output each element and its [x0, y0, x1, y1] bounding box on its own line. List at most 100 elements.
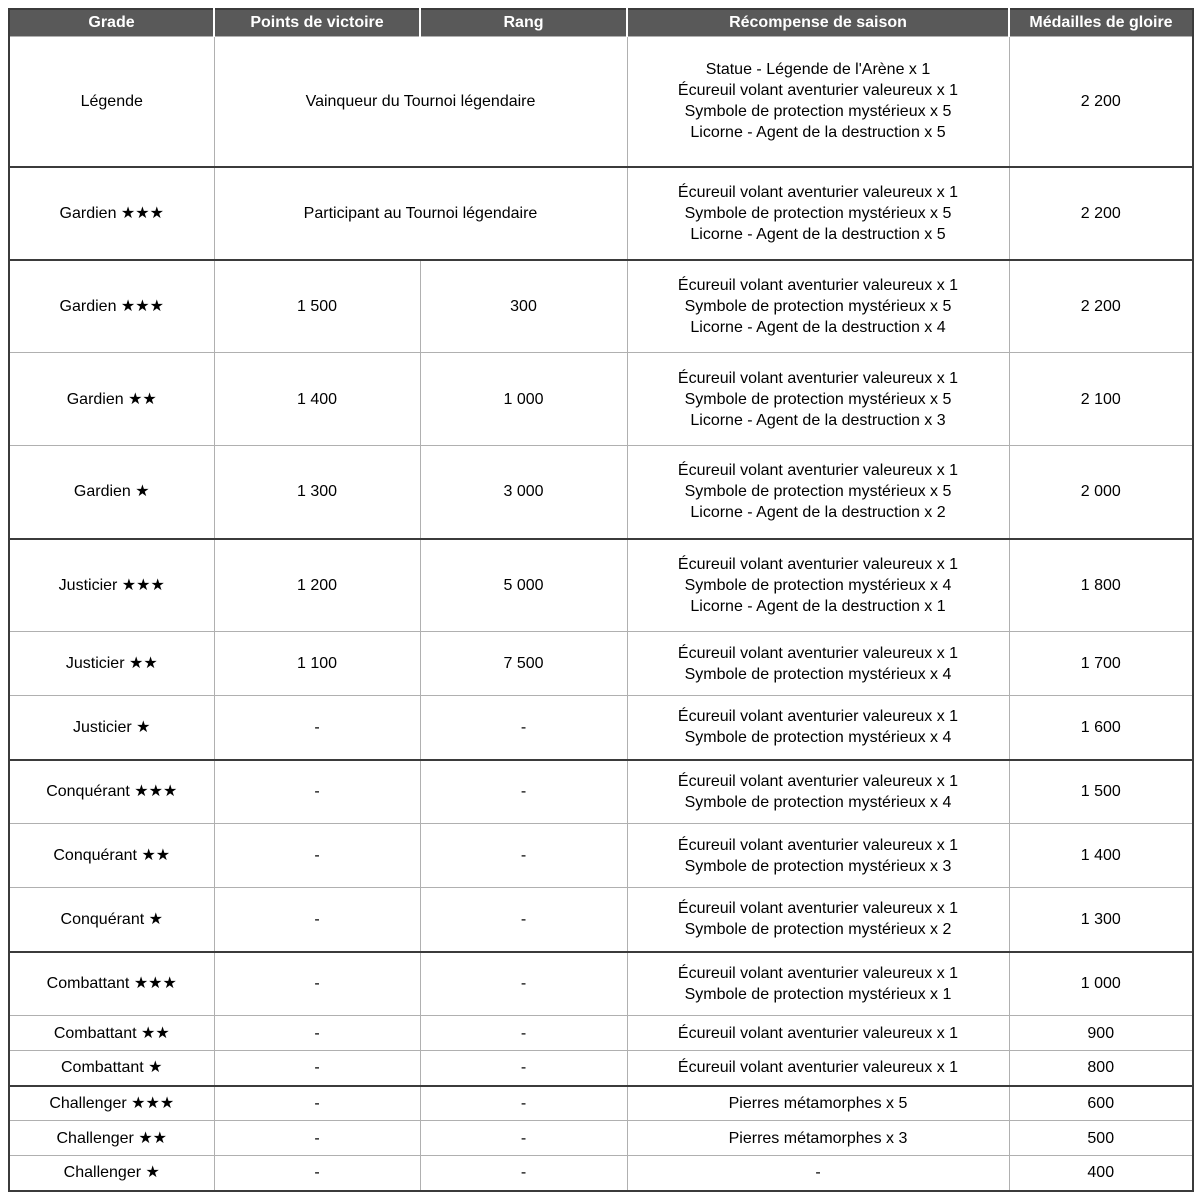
table-row: Combattant ★★★ - - Écureuil volant avent… [8, 951, 1194, 1016]
medals-cell: 1 700 [1008, 631, 1194, 696]
reward-line: Écureuil volant aventurier valeureux x 1 [677, 555, 959, 573]
points-cell: - [213, 1050, 421, 1087]
reward-cell: Pierres métamorphes x 5 [626, 1085, 1010, 1121]
reward-line: Licorne - Agent de la destruction x 1 [690, 597, 946, 615]
reward-cell: Écureuil volant aventurier valeureux x 1… [626, 695, 1010, 761]
table-row: Gardien ★ 1 300 3 000 Écureuil volant av… [8, 445, 1194, 540]
points-cell: - [213, 1085, 421, 1121]
reward-line: Symbole de protection mystérieux x 2 [684, 921, 952, 939]
reward-line: Symbole de protection mystérieux x 5 [684, 390, 952, 408]
reward-line: Symbole de protection mystérieux x 4 [684, 793, 952, 811]
reward-line: Symbole de protection mystérieux x 4 [684, 729, 952, 747]
rang-cell: 1 000 [419, 352, 628, 446]
reward-line: Écureuil volant aventurier valeureux x 1 [677, 82, 959, 100]
grade-cell: Justicier ★★ [8, 631, 215, 696]
reward-line: Symbole de protection mystérieux x 5 [684, 103, 952, 121]
grade-cell: Conquérant ★ [8, 887, 215, 953]
grade-cell: Challenger ★★★ [8, 1085, 215, 1121]
rang-cell: - [419, 823, 628, 888]
points-cell: 1 100 [213, 631, 421, 696]
points-cell: - [213, 759, 421, 824]
rang-cell: - [419, 887, 628, 953]
medals-cell: 1 300 [1008, 887, 1194, 953]
reward-line: Écureuil volant aventurier valeureux x 1 [677, 708, 959, 726]
table-row: Justicier ★ - - Écureuil volant aventuri… [8, 695, 1194, 761]
col-header-grade: Grade [9, 9, 215, 37]
medals-cell: 2 000 [1008, 445, 1194, 540]
grade-cell: Conquérant ★★★ [8, 759, 215, 824]
medals-cell: 500 [1008, 1120, 1194, 1156]
points-cell: - [213, 951, 421, 1016]
medals-cell: 2 100 [1008, 352, 1194, 446]
reward-cell: - [626, 1155, 1010, 1192]
reward-cell: Écureuil volant aventurier valeureux x 1 [626, 1015, 1010, 1051]
reward-line: Licorne - Agent de la destruction x 2 [690, 504, 946, 522]
grade-cell: Conquérant ★★ [8, 823, 215, 888]
table-row: Conquérant ★★★ - - Écureuil volant avent… [8, 759, 1194, 824]
medals-cell: 900 [1008, 1015, 1194, 1051]
table-row: Gardien ★★★ Participant au Tournoi légen… [8, 166, 1194, 261]
reward-line: Écureuil volant aventurier valeureux x 1 [677, 276, 959, 294]
reward-line: Licorne - Agent de la destruction x 5 [690, 225, 946, 243]
medals-cell: 1 000 [1008, 951, 1194, 1016]
col-header-recompense: Récompense de saison [626, 9, 1010, 37]
reward-cell: Écureuil volant aventurier valeureux x 1… [626, 887, 1010, 953]
rang-cell: - [419, 1120, 628, 1156]
reward-cell: Écureuil volant aventurier valeureux x 1… [626, 445, 1010, 540]
reward-line: Symbole de protection mystérieux x 5 [684, 297, 952, 315]
reward-cell: Écureuil volant aventurier valeureux x 1… [626, 538, 1010, 632]
reward-line: Symbole de protection mystérieux x 3 [684, 857, 952, 875]
points-cell: Vainqueur du Tournoi légendaire [213, 36, 628, 168]
medals-cell: 1 800 [1008, 538, 1194, 632]
grade-cell: Combattant ★ [8, 1050, 215, 1087]
reward-line: Symbole de protection mystérieux x 1 [684, 985, 952, 1003]
points-cell: - [213, 1120, 421, 1156]
medals-cell: 1 500 [1008, 759, 1194, 824]
reward-line: Pierres métamorphes x 5 [728, 1094, 908, 1112]
season-rewards-table: Grade Points de victoire Rang Récompense… [8, 8, 1194, 1192]
medals-cell: 800 [1008, 1050, 1194, 1087]
rang-cell: - [419, 759, 628, 824]
medals-cell: 2 200 [1008, 259, 1194, 353]
reward-cell: Écureuil volant aventurier valeureux x 1… [626, 951, 1010, 1016]
reward-line: Écureuil volant aventurier valeureux x 1 [677, 369, 959, 387]
reward-line: Symbole de protection mystérieux x 5 [684, 204, 952, 222]
table-row: Combattant ★ - - Écureuil volant aventur… [8, 1050, 1194, 1087]
points-cell: - [213, 887, 421, 953]
grade-cell: Challenger ★ [8, 1155, 215, 1192]
grade-cell: Légende [8, 36, 215, 168]
points-cell: 1 400 [213, 352, 421, 446]
table-row: Légende Vainqueur du Tournoi légendaire … [8, 36, 1194, 168]
rang-cell: - [419, 1050, 628, 1087]
reward-line: Symbole de protection mystérieux x 5 [684, 483, 952, 501]
medals-cell: 2 200 [1008, 36, 1194, 168]
rang-cell: - [419, 951, 628, 1016]
reward-line: Symbole de protection mystérieux x 4 [684, 576, 952, 594]
points-cell: - [213, 1155, 421, 1192]
rang-cell: 7 500 [419, 631, 628, 696]
reward-cell: Écureuil volant aventurier valeureux x 1… [626, 352, 1010, 446]
rang-cell: - [419, 1085, 628, 1121]
grade-cell: Gardien ★★ [8, 352, 215, 446]
reward-line: Écureuil volant aventurier valeureux x 1 [677, 183, 959, 201]
col-header-medailles: Médailles de gloire [1008, 9, 1193, 37]
reward-cell: Écureuil volant aventurier valeureux x 1… [626, 631, 1010, 696]
points-cell: - [213, 1015, 421, 1051]
points-cell: - [213, 823, 421, 888]
reward-cell: Écureuil volant aventurier valeureux x 1 [626, 1050, 1010, 1087]
reward-cell: Écureuil volant aventurier valeureux x 1… [626, 166, 1010, 261]
reward-line: Pierres métamorphes x 3 [728, 1129, 908, 1147]
table-row: Conquérant ★★ - - Écureuil volant aventu… [8, 823, 1194, 888]
table-row: Justicier ★★ 1 100 7 500 Écureuil volant… [8, 631, 1194, 696]
grade-cell: Gardien ★★★ [8, 259, 215, 353]
table-row: Combattant ★★ - - Écureuil volant aventu… [8, 1015, 1194, 1051]
table-row: Gardien ★★ 1 400 1 000 Écureuil volant a… [8, 352, 1194, 446]
table-row: Challenger ★ - - - 400 [8, 1155, 1194, 1192]
grade-cell: Justicier ★★★ [8, 538, 215, 632]
table-row: Justicier ★★★ 1 200 5 000 Écureuil volan… [8, 538, 1194, 632]
reward-line: Écureuil volant aventurier valeureux x 1 [677, 772, 959, 790]
header-row: Grade Points de victoire Rang Récompense… [9, 9, 1193, 37]
table-row: Challenger ★★ - - Pierres métamorphes x … [8, 1120, 1194, 1156]
col-header-rang: Rang [419, 9, 628, 37]
points-cell: 1 300 [213, 445, 421, 540]
